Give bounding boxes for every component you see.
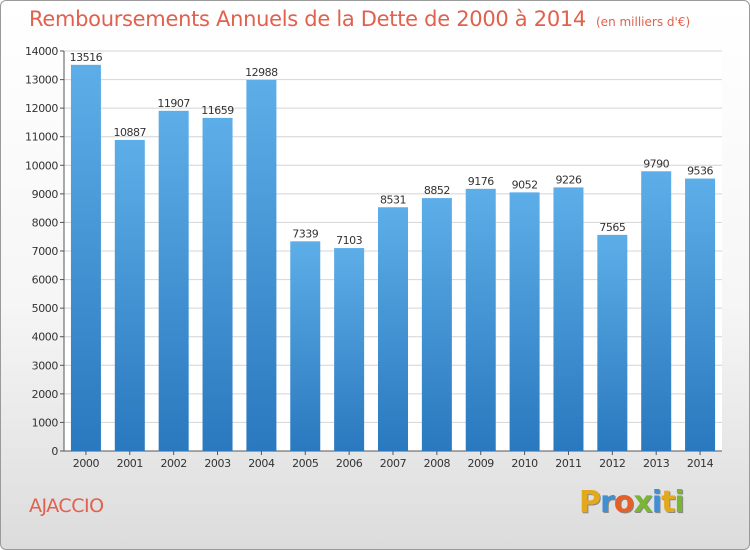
bar-2009 <box>465 188 496 452</box>
x-tick-label-2009: 2009 <box>468 457 495 470</box>
x-tick-label-2006: 2006 <box>336 457 363 470</box>
bar-2012 <box>597 234 628 451</box>
logo-letter: t <box>661 485 675 520</box>
bar-2006 <box>334 248 365 451</box>
y-tick-label: 9000 <box>32 188 59 201</box>
data-label-2009: 9176 <box>468 175 494 188</box>
bar-2011 <box>553 187 584 451</box>
bar-2000 <box>70 64 101 452</box>
data-label-2004: 12988 <box>245 66 278 79</box>
logo-letter: i <box>651 485 662 520</box>
y-tick-label: 8000 <box>32 216 59 229</box>
y-tick-label: 1000 <box>32 416 59 429</box>
y-tick-label: 5000 <box>32 302 59 315</box>
bar-2010 <box>509 192 540 451</box>
logo-letter: r <box>600 485 615 520</box>
bar-2005 <box>290 241 321 451</box>
data-label-2001: 10887 <box>114 126 147 139</box>
y-tick-label: 11000 <box>25 131 58 144</box>
y-tick-label: 0 <box>51 445 58 458</box>
bar-2003 <box>202 117 233 451</box>
data-label-2012: 7565 <box>599 221 625 234</box>
bar-2007 <box>378 207 408 451</box>
x-tick-label-2013: 2013 <box>643 457 670 470</box>
data-label-2010: 9052 <box>512 178 538 191</box>
x-tick-label-2005: 2005 <box>292 457 319 470</box>
y-tick-label: 3000 <box>32 359 59 372</box>
x-tick-label-2011: 2011 <box>555 457 581 470</box>
y-tick-label: 4000 <box>32 331 59 344</box>
y-tick-label: 12000 <box>25 102 58 115</box>
data-label-2011: 9226 <box>555 173 581 186</box>
y-tick-label: 13000 <box>25 74 58 87</box>
x-tick-label-2002: 2002 <box>160 457 186 470</box>
proxiti-logo: Proxiti <box>579 485 685 520</box>
y-tick-label: 14000 <box>25 45 58 58</box>
logo-letter: o <box>613 485 635 520</box>
data-label-2008: 8852 <box>424 184 450 197</box>
bar-2002 <box>158 110 189 452</box>
y-tick-label: 2000 <box>32 388 59 401</box>
x-tick-label-2007: 2007 <box>380 457 407 470</box>
data-label-2002: 11907 <box>157 97 190 110</box>
chart-subtitle: (en milliers d'€) <box>596 15 691 29</box>
bar-2004 <box>246 79 277 452</box>
bar-2001 <box>114 139 145 451</box>
data-label-2014: 9536 <box>687 165 713 178</box>
data-label-2013: 9790 <box>643 157 669 170</box>
x-tick-label-2008: 2008 <box>424 457 451 470</box>
x-tick-label-2014: 2014 <box>687 457 714 470</box>
logo-letter: P <box>579 485 601 520</box>
chart-title-text: Remboursements Annuels de la Dette de 20… <box>29 7 586 31</box>
bar-2008 <box>421 198 452 451</box>
chart-title: Remboursements Annuels de la Dette de 20… <box>29 7 690 31</box>
x-tick-label-2010: 2010 <box>511 457 538 470</box>
data-label-2006: 7103 <box>336 234 362 247</box>
x-tick-label-2001: 2001 <box>117 457 143 470</box>
data-label-2003: 11659 <box>201 104 234 117</box>
data-label-2007: 8531 <box>380 193 406 206</box>
city-label: AJACCIO <box>29 495 104 517</box>
data-label-2000: 13516 <box>70 51 103 64</box>
y-tick-label: 6000 <box>32 274 59 287</box>
y-tick-label: 7000 <box>32 245 59 258</box>
x-tick-label-2012: 2012 <box>599 457 625 470</box>
logo-letter: i <box>674 485 684 520</box>
data-label-2005: 7339 <box>292 227 318 240</box>
x-tick-label-2004: 2004 <box>248 457 275 470</box>
x-tick-label-2000: 2000 <box>73 457 100 470</box>
logo-letter: x <box>633 485 652 520</box>
bar-2013 <box>641 171 672 452</box>
y-tick-label: 10000 <box>25 159 58 172</box>
bar-2014 <box>685 178 716 452</box>
x-tick-label-2003: 2003 <box>204 457 231 470</box>
